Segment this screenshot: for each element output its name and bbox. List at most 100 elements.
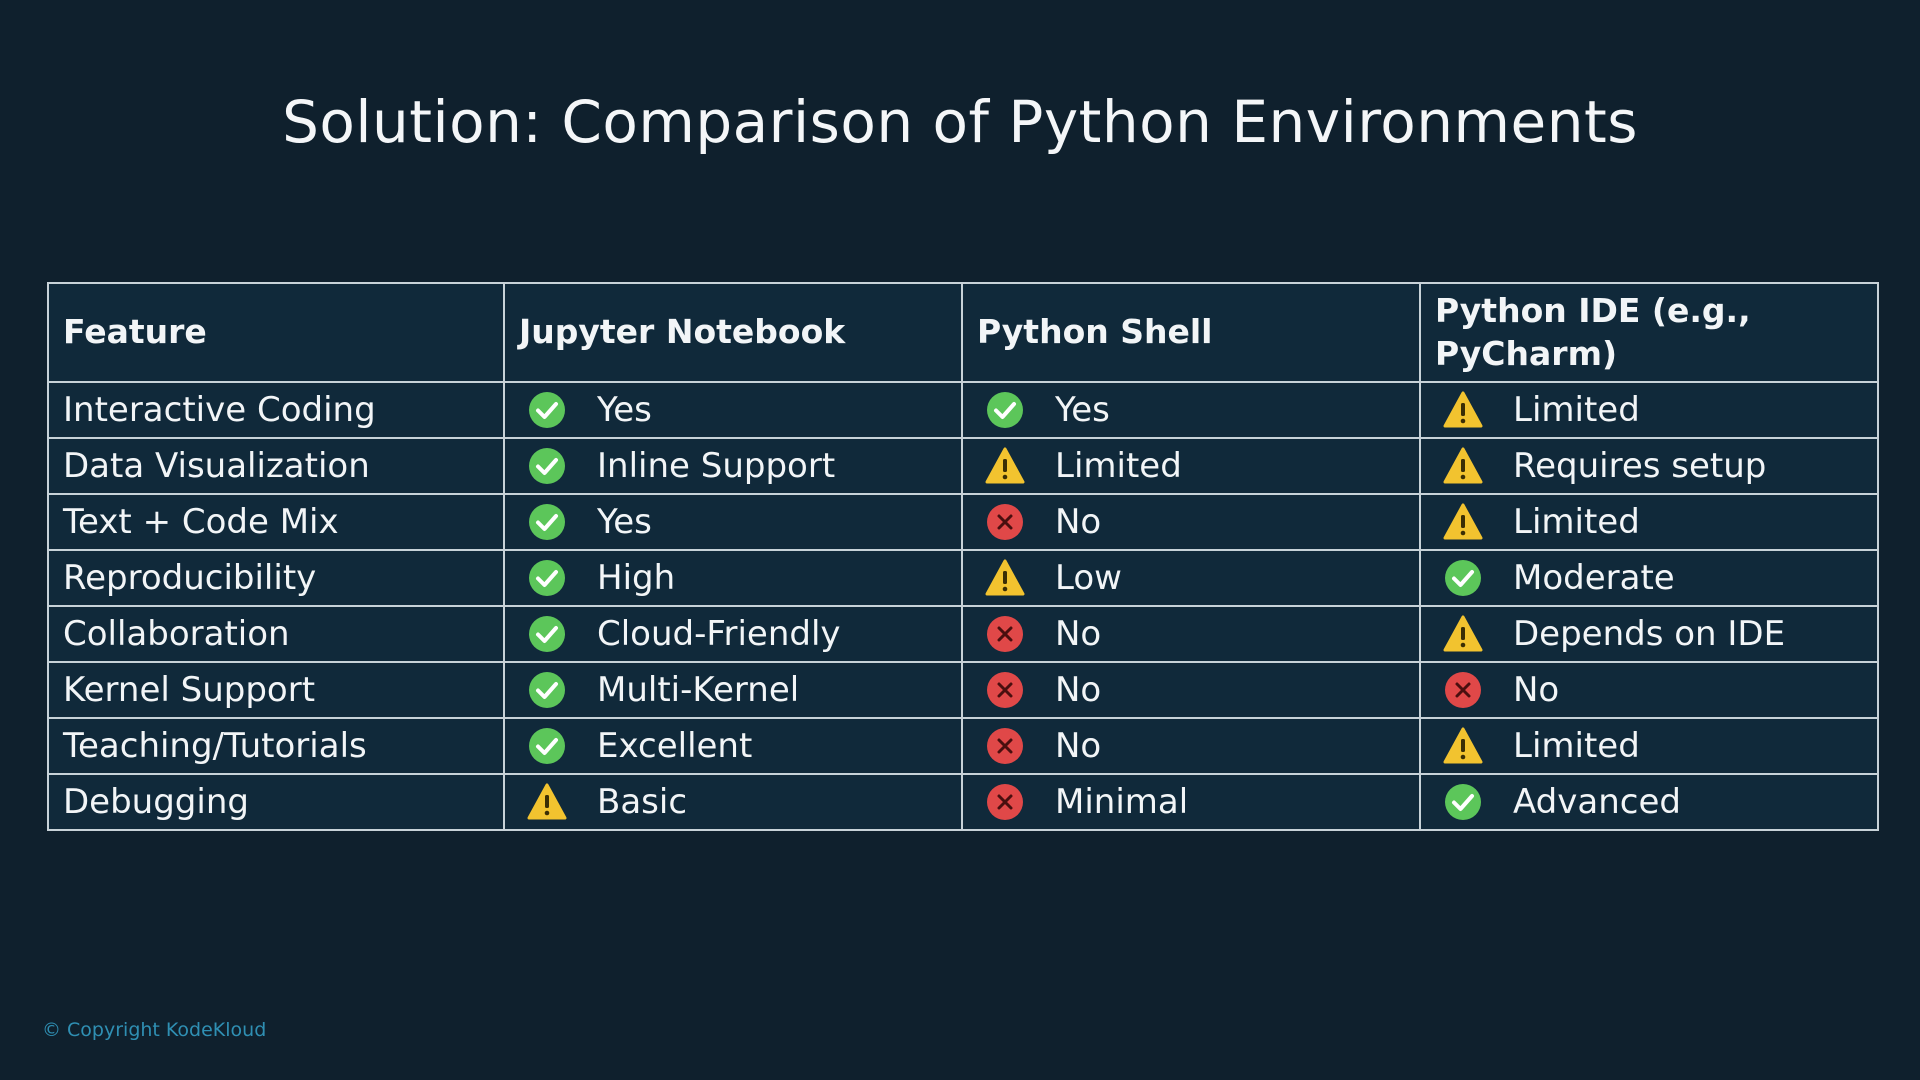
status-text: No <box>1055 614 1102 654</box>
status-cell: Limited <box>961 437 1421 495</box>
cell-content: Limited <box>1435 502 1863 542</box>
table-row: Text + Code Mix Yes No Limited <box>47 493 1879 551</box>
cell-content: Minimal <box>977 782 1405 822</box>
status-icon <box>987 672 1023 708</box>
status-icon <box>1443 615 1483 652</box>
table-row: Reproducibility High Low Moderate <box>47 549 1879 607</box>
table-row: Kernel Support Multi-Kernel No No <box>47 661 1879 719</box>
status-icon <box>1445 560 1481 596</box>
status-icon <box>529 448 565 484</box>
status-text: No <box>1513 670 1560 710</box>
status-text: No <box>1055 726 1102 766</box>
column-header: Feature <box>47 282 505 383</box>
feature-cell: Reproducibility <box>47 549 505 607</box>
status-cell: Yes <box>503 381 963 439</box>
status-icon <box>529 392 565 428</box>
status-text: Excellent <box>597 726 753 766</box>
status-icon <box>987 728 1023 764</box>
status-text: Yes <box>597 390 652 430</box>
status-cell: Excellent <box>503 717 963 775</box>
status-text: Cloud-Friendly <box>597 614 841 654</box>
status-text: Moderate <box>1513 558 1675 598</box>
status-icon <box>1443 727 1483 764</box>
feature-cell: Teaching/Tutorials <box>47 717 505 775</box>
feature-name: Interactive Coding <box>63 390 376 430</box>
status-icon <box>987 616 1023 652</box>
feature-name: Collaboration <box>63 614 290 654</box>
cell-content: Yes <box>519 390 947 430</box>
status-icon <box>985 559 1025 596</box>
status-icon <box>529 672 565 708</box>
status-text: No <box>1055 502 1102 542</box>
feature-name: Reproducibility <box>63 558 317 598</box>
cell-content: Yes <box>519 502 947 542</box>
cell-content: Cloud-Friendly <box>519 614 947 654</box>
status-icon <box>1443 391 1483 428</box>
cell-content: Excellent <box>519 726 947 766</box>
status-cell: Moderate <box>1419 549 1879 607</box>
status-cell: No <box>961 493 1421 551</box>
feature-cell: Collaboration <box>47 605 505 663</box>
status-text: Depends on IDE <box>1513 614 1786 654</box>
status-cell: Depends on IDE <box>1419 605 1879 663</box>
status-text: Yes <box>1055 390 1110 430</box>
status-text: Limited <box>1513 390 1640 430</box>
status-cell: Multi-Kernel <box>503 661 963 719</box>
status-icon <box>1445 784 1481 820</box>
status-text: Limited <box>1055 446 1182 486</box>
status-cell: Limited <box>1419 381 1879 439</box>
status-cell: Minimal <box>961 773 1421 831</box>
status-text: Multi-Kernel <box>597 670 800 710</box>
cell-content: Limited <box>1435 726 1863 766</box>
table-row: Debugging Basic Minimal Advanced <box>47 773 1879 831</box>
cell-content: No <box>977 502 1405 542</box>
feature-cell: Debugging <box>47 773 505 831</box>
table-row: Interactive Coding Yes Yes Limited <box>47 381 1879 439</box>
status-icon <box>1443 503 1483 540</box>
status-cell: Basic <box>503 773 963 831</box>
feature-name: Kernel Support <box>63 670 316 710</box>
status-cell: No <box>961 717 1421 775</box>
table-row: Data Visualization Inline Support Limited R… <box>47 437 1879 495</box>
feature-name: Teaching/Tutorials <box>63 726 367 766</box>
status-icon <box>529 560 565 596</box>
column-header: Python Shell <box>961 282 1421 383</box>
status-cell: Cloud-Friendly <box>503 605 963 663</box>
cell-content: Multi-Kernel <box>519 670 947 710</box>
cell-content: Moderate <box>1435 558 1863 598</box>
feature-name: Text + Code Mix <box>63 502 339 542</box>
slide-title: Solution: Comparison of Python Environme… <box>282 88 1638 156</box>
copyright: © Copyright KodeKloud <box>42 1019 267 1041</box>
status-icon <box>1445 672 1481 708</box>
status-text: Requires setup <box>1513 446 1767 486</box>
status-cell: No <box>961 605 1421 663</box>
cell-content: Limited <box>977 446 1405 486</box>
cell-content: Low <box>977 558 1405 598</box>
column-header: Jupyter Notebook <box>503 282 963 383</box>
status-cell: Yes <box>503 493 963 551</box>
status-cell: Advanced <box>1419 773 1879 831</box>
table-row: Collaboration Cloud-Friendly No Depends on … <box>47 605 1879 663</box>
feature-cell: Interactive Coding <box>47 381 505 439</box>
status-cell: No <box>961 661 1421 719</box>
status-text: Low <box>1055 558 1122 598</box>
cell-content: No <box>977 670 1405 710</box>
cell-content: Yes <box>977 390 1405 430</box>
status-cell: Limited <box>1419 717 1879 775</box>
status-icon <box>987 392 1023 428</box>
status-icon <box>529 504 565 540</box>
cell-content: No <box>977 614 1405 654</box>
feature-cell: Data Visualization <box>47 437 505 495</box>
status-text: Limited <box>1513 726 1640 766</box>
status-cell: Limited <box>1419 493 1879 551</box>
column-header: Python IDE (e.g., PyCharm) <box>1419 282 1879 383</box>
status-text: Inline Support <box>597 446 836 486</box>
status-text: Yes <box>597 502 652 542</box>
status-cell: No <box>1419 661 1879 719</box>
status-text: No <box>1055 670 1102 710</box>
cell-content: Depends on IDE <box>1435 614 1863 654</box>
feature-name: Data Visualization <box>63 446 370 486</box>
status-text: High <box>597 558 676 598</box>
cell-content: Advanced <box>1435 782 1863 822</box>
